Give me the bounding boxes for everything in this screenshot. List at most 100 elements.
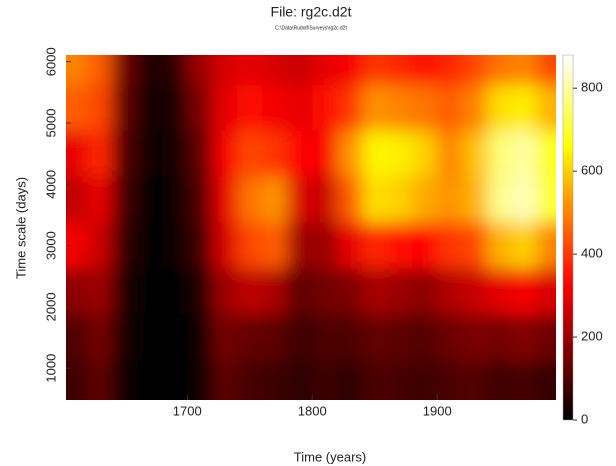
x-tick-label: 1700 xyxy=(173,403,202,418)
heatmap-cell xyxy=(462,360,488,400)
heatmap-cell xyxy=(287,176,313,223)
heatmap-cell xyxy=(287,222,313,269)
heatmap-cell xyxy=(512,268,538,315)
heatmap-cell xyxy=(262,222,288,269)
heatmap-cell xyxy=(66,84,88,131)
heatmap-cell xyxy=(537,222,556,269)
heatmap-cell xyxy=(412,55,438,85)
heatmap-cell xyxy=(287,55,313,85)
heatmap-cell xyxy=(87,130,113,177)
heatmap-cell xyxy=(312,268,338,315)
heatmap-cell xyxy=(137,222,163,269)
heatmap-cell xyxy=(362,314,388,361)
heatmap-cell xyxy=(412,84,438,131)
heatmap-cell xyxy=(312,314,338,361)
heatmap-cell xyxy=(112,84,138,131)
heatmap-cell xyxy=(512,55,538,85)
heatmap-cell xyxy=(362,130,388,177)
x-axis-label: Time (years) xyxy=(294,449,366,464)
heatmap-cell xyxy=(412,268,438,315)
heatmap-cell xyxy=(387,84,413,131)
heatmap-cell xyxy=(212,176,238,223)
heatmap-cell xyxy=(137,314,163,361)
heatmap-cell xyxy=(66,130,88,177)
heatmap-cell xyxy=(112,130,138,177)
heatmap-cell xyxy=(66,360,88,400)
heatmap-cell xyxy=(312,55,338,85)
heatmap-cell xyxy=(87,360,113,400)
heatmap-cell xyxy=(212,268,238,315)
heatmap-cell xyxy=(412,222,438,269)
heatmap-cell xyxy=(87,84,113,131)
heatmap-cell xyxy=(212,360,238,400)
heatmap-cell xyxy=(512,84,538,131)
heatmap-cell xyxy=(362,360,388,400)
y-tick-label: 6000 xyxy=(43,47,58,76)
heatmap-cell xyxy=(412,130,438,177)
heatmap-cell xyxy=(412,314,438,361)
heatmap-cell xyxy=(66,314,88,361)
heatmap-cell xyxy=(537,55,556,85)
chart-subtitle: C:\Data\Rudolf\Surveys\rg2c.d2t xyxy=(275,25,347,31)
heatmap-cell xyxy=(162,222,188,269)
heatmap-cell xyxy=(337,84,363,131)
heatmap-cell xyxy=(66,268,88,315)
heatmap-cell xyxy=(487,84,513,131)
heatmap-cell xyxy=(262,84,288,131)
heatmap-cell xyxy=(462,268,488,315)
heatmap-cell xyxy=(287,360,313,400)
heatmap-cell xyxy=(312,84,338,131)
x-tick-label: 1800 xyxy=(298,403,327,418)
y-tick-label: 5000 xyxy=(43,109,58,138)
heatmap-cell xyxy=(462,55,488,85)
heatmap-cell xyxy=(537,360,556,400)
heatmap-cell xyxy=(362,222,388,269)
heatmap-cell xyxy=(137,360,163,400)
heatmap-cell xyxy=(287,314,313,361)
heatmap-cell xyxy=(262,176,288,223)
heatmap-cell xyxy=(187,314,213,361)
heatmap-cell xyxy=(187,55,213,85)
heatmap-cell xyxy=(387,176,413,223)
heatmap-cell xyxy=(487,222,513,269)
heatmap-cell xyxy=(187,130,213,177)
heatmap-cell xyxy=(437,314,463,361)
heatmap-cell xyxy=(112,314,138,361)
chart-title: File: rg2c.d2t xyxy=(271,4,352,20)
heatmap-cell xyxy=(537,176,556,223)
colorbar-tick-label: 200 xyxy=(581,328,603,343)
heatmap-cell xyxy=(137,55,163,85)
heatmap-cell xyxy=(512,222,538,269)
heatmap-cell xyxy=(387,55,413,85)
colorbar-tick-label: 800 xyxy=(581,80,603,95)
heatmap-cell xyxy=(487,130,513,177)
heatmap-cell xyxy=(237,268,263,315)
heatmap-cell xyxy=(437,222,463,269)
heatmap-cell xyxy=(537,314,556,361)
heatmap-cell xyxy=(237,130,263,177)
heatmap-cell xyxy=(337,314,363,361)
heatmap-cell xyxy=(212,55,238,85)
heatmap-cell xyxy=(537,84,556,131)
heatmap-cell xyxy=(112,268,138,315)
heatmap-cell xyxy=(387,360,413,400)
heatmap-cell xyxy=(187,222,213,269)
colorbar xyxy=(562,54,574,421)
heatmap-cell xyxy=(187,84,213,131)
heatmap-cell xyxy=(287,84,313,131)
y-tick-label: 4000 xyxy=(43,170,58,199)
heatmap-cell xyxy=(462,84,488,131)
heatmap-cell xyxy=(87,55,113,85)
heatmap-cell xyxy=(387,130,413,177)
heatmap-cell xyxy=(487,268,513,315)
heatmap-cell xyxy=(262,360,288,400)
heatmap-cell xyxy=(237,55,263,85)
heatmap-cell xyxy=(362,268,388,315)
heatmap-cell xyxy=(487,55,513,85)
heatmap-cell xyxy=(262,268,288,315)
heatmap-cell xyxy=(262,130,288,177)
heatmap-cell xyxy=(337,268,363,315)
heatmap-cell xyxy=(262,314,288,361)
heatmap-cell xyxy=(337,176,363,223)
